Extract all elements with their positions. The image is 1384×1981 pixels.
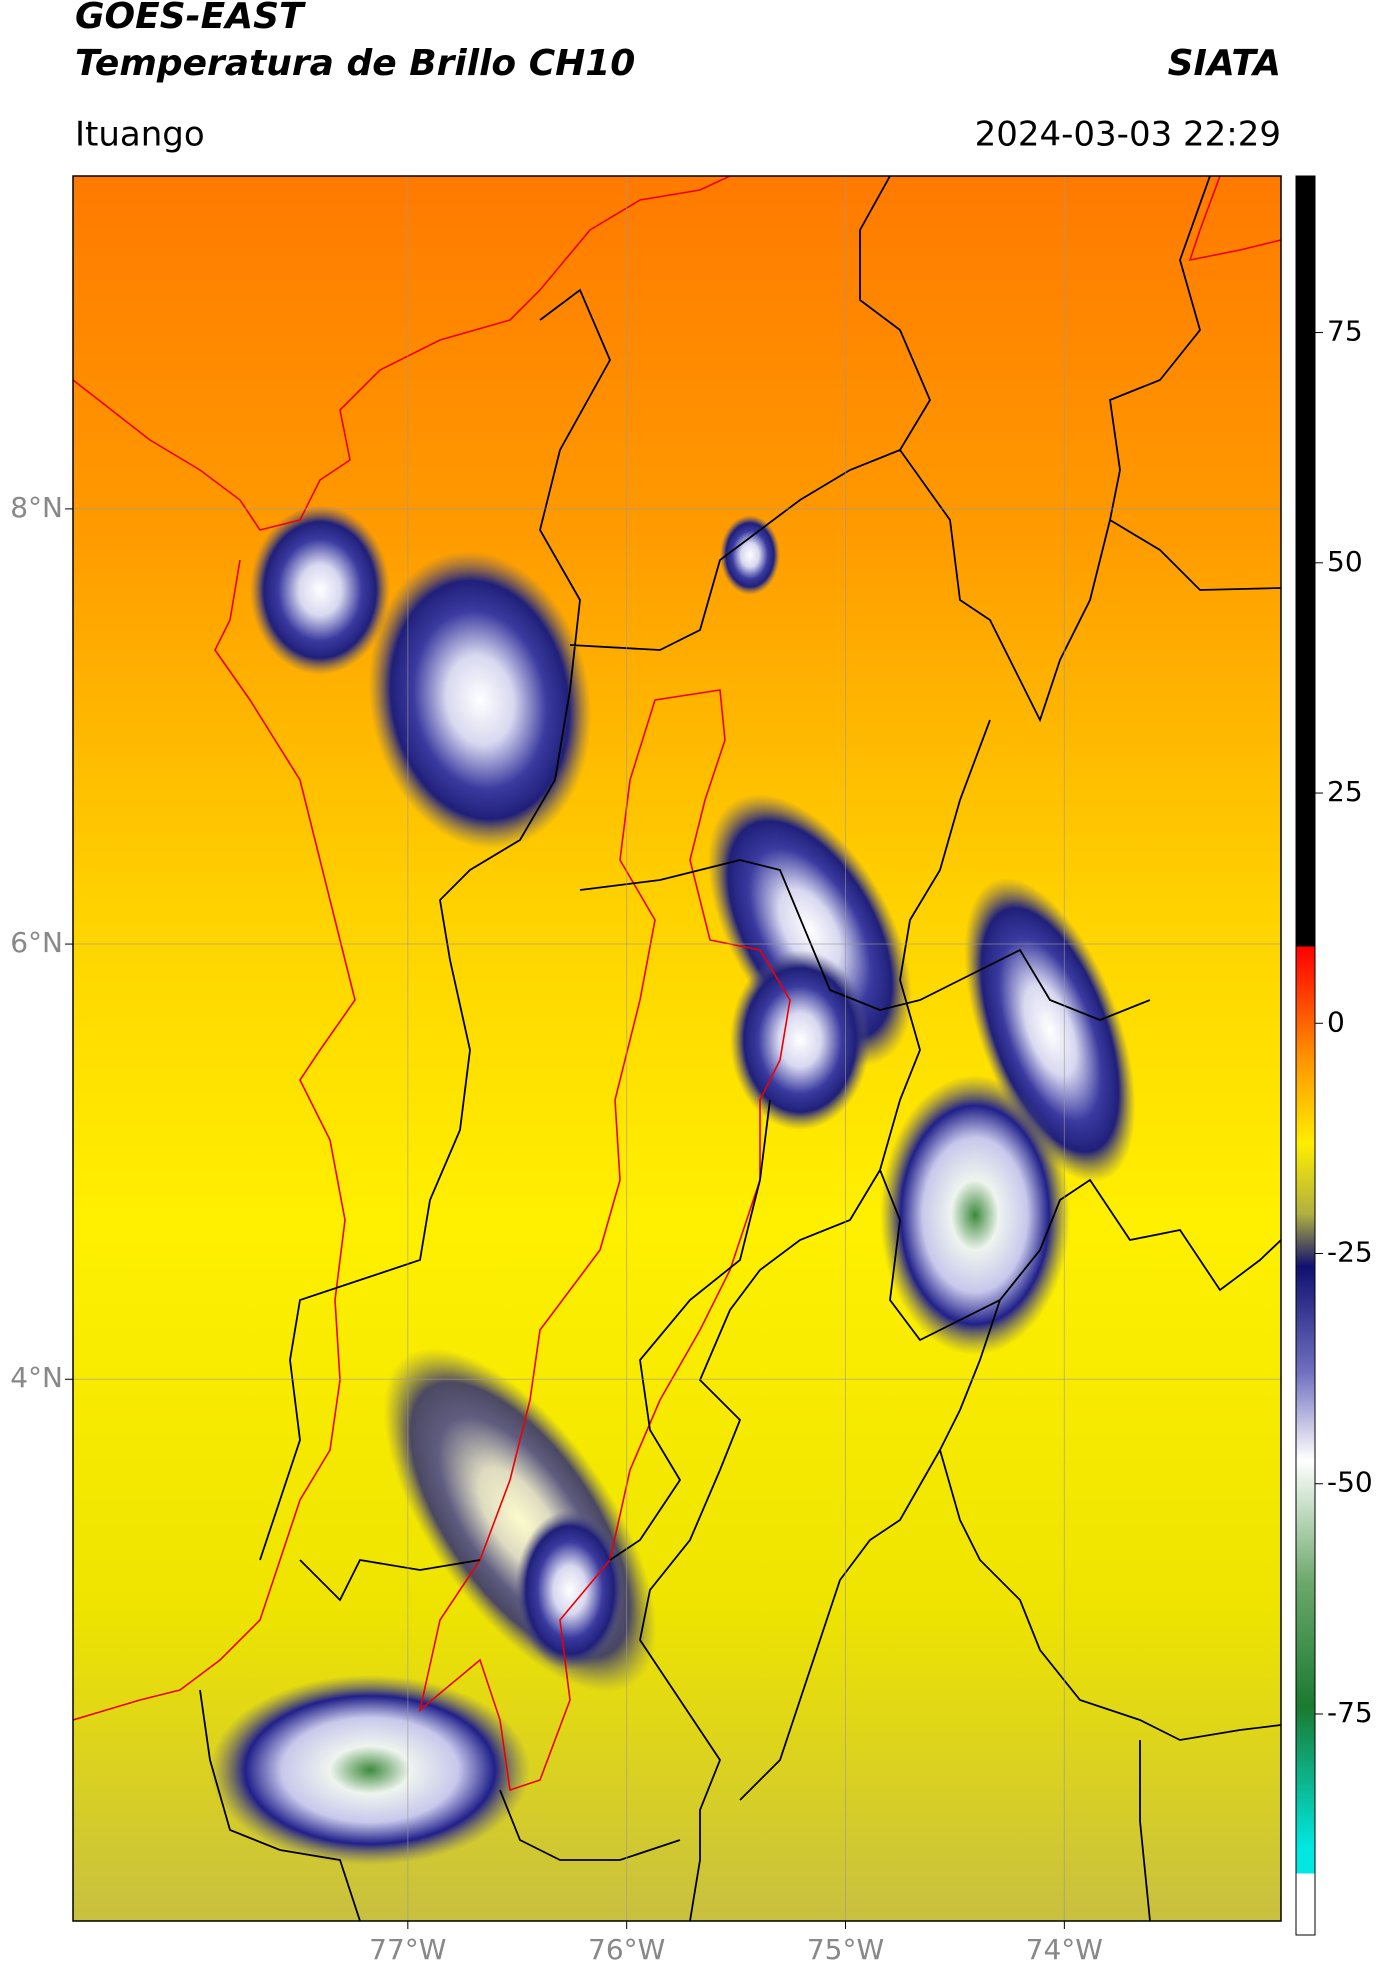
map-frame: [72, 175, 1282, 1922]
org: SIATA: [1168, 43, 1281, 84]
lat-tick-label: 6°N: [10, 926, 63, 959]
colorbar-tick-label: -25: [1327, 1236, 1373, 1269]
colorbar-tick-label: -75: [1327, 1696, 1373, 1729]
title: GOES-EAST: [75, 0, 306, 37]
lon-tick-label: 75°W: [807, 1933, 884, 1966]
location: Ituango: [75, 115, 205, 155]
colorbar-tick-label: -50: [1327, 1466, 1373, 1499]
colorbar-tick-label: 0: [1327, 1005, 1345, 1038]
datetime: 2024-03-03 22:29: [975, 115, 1281, 155]
lon-tick-label: 76°W: [588, 1933, 665, 1966]
lon-tick-label: 77°W: [369, 1933, 446, 1966]
admin-borders: [199, 176, 1281, 1921]
colorbar: [1295, 175, 1316, 1936]
colorbar-tick-label: 50: [1327, 545, 1363, 578]
colorbar-tick-label: 75: [1327, 315, 1363, 348]
cloud-tops: [210, 505, 1136, 1865]
lon-tick-label: 74°W: [1026, 1933, 1103, 1966]
map: [73, 176, 1281, 1921]
coastline: [73, 176, 1281, 1792]
colorbar-tick-label: 25: [1327, 775, 1363, 808]
lat-tick-label: 4°N: [10, 1361, 63, 1394]
lat-tick-label: 8°N: [10, 491, 63, 524]
title: Temperatura de Brillo CH10: [75, 43, 635, 84]
